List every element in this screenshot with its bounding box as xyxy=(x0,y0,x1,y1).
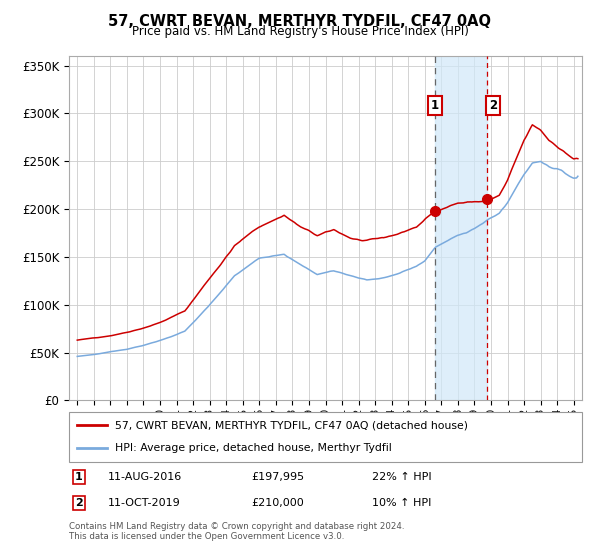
Text: Price paid vs. HM Land Registry's House Price Index (HPI): Price paid vs. HM Land Registry's House … xyxy=(131,25,469,38)
Text: 11-OCT-2019: 11-OCT-2019 xyxy=(107,498,180,508)
Text: 1: 1 xyxy=(75,473,83,482)
Text: 1: 1 xyxy=(431,99,439,112)
Text: £197,995: £197,995 xyxy=(251,473,304,482)
Text: 2: 2 xyxy=(75,498,83,508)
Text: 10% ↑ HPI: 10% ↑ HPI xyxy=(371,498,431,508)
Text: £210,000: £210,000 xyxy=(251,498,304,508)
Text: 11-AUG-2016: 11-AUG-2016 xyxy=(107,473,182,482)
Text: 2: 2 xyxy=(489,99,497,112)
Text: 22% ↑ HPI: 22% ↑ HPI xyxy=(371,473,431,482)
Text: 57, CWRT BEVAN, MERTHYR TYDFIL, CF47 0AQ (detached house): 57, CWRT BEVAN, MERTHYR TYDFIL, CF47 0AQ… xyxy=(115,420,468,430)
Text: 57, CWRT BEVAN, MERTHYR TYDFIL, CF47 0AQ: 57, CWRT BEVAN, MERTHYR TYDFIL, CF47 0AQ xyxy=(109,14,491,29)
Text: Contains HM Land Registry data © Crown copyright and database right 2024.
This d: Contains HM Land Registry data © Crown c… xyxy=(69,522,404,542)
Bar xyxy=(435,56,487,400)
Text: HPI: Average price, detached house, Merthyr Tydfil: HPI: Average price, detached house, Mert… xyxy=(115,444,392,454)
FancyBboxPatch shape xyxy=(69,412,582,462)
